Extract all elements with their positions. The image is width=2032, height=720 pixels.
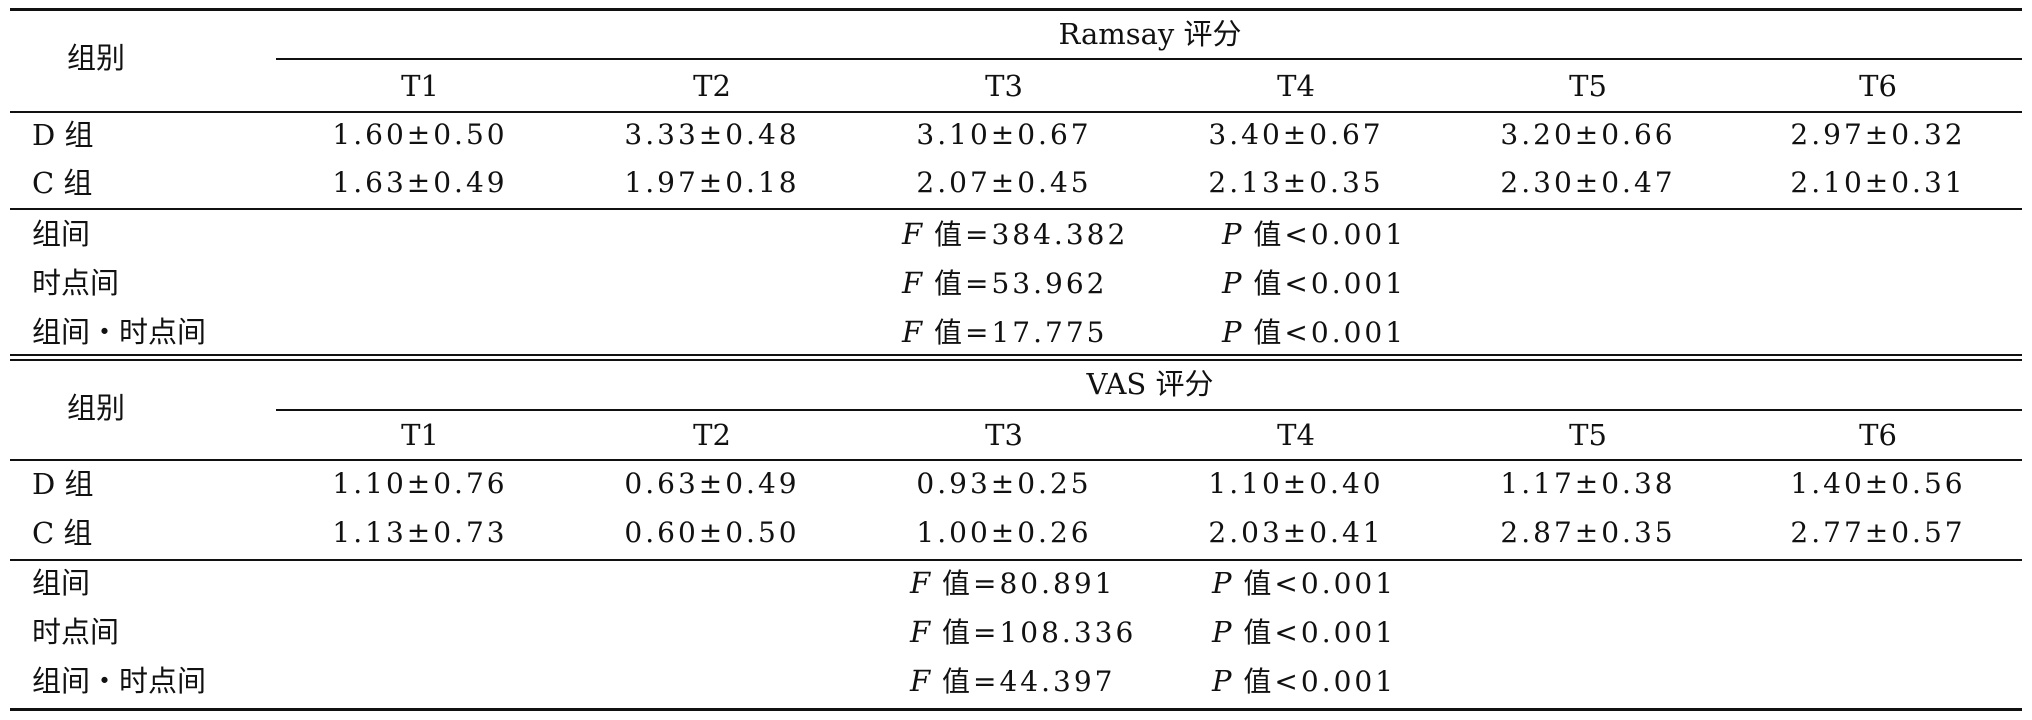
- value-cell: 1.63±0.49: [332, 166, 508, 199]
- time-point-header: T5: [1569, 418, 1607, 452]
- value-cell: 3.33±0.48: [624, 118, 800, 151]
- time-point-header: T3: [985, 69, 1023, 103]
- time-point-header: T4: [1277, 418, 1315, 452]
- header-bottom-rule: [10, 459, 2022, 461]
- value-cell: 3.10±0.67: [916, 118, 1092, 151]
- value-cell: 2.77±0.57: [1790, 516, 1966, 549]
- f-symbol: F: [910, 566, 931, 600]
- p-statistic: P 值<0.001: [1222, 263, 1406, 303]
- section-title: Ramsay 评分: [1058, 17, 1242, 51]
- time-point-header: T3: [985, 418, 1023, 452]
- stat-label: 时点间: [32, 266, 120, 300]
- time-point-header: T6: [1859, 418, 1897, 452]
- value-cell: 3.20±0.66: [1500, 118, 1676, 151]
- value-cell: 3.40±0.67: [1208, 118, 1384, 151]
- value-cell: 1.13±0.73: [332, 516, 508, 549]
- value-cell: 2.30±0.47: [1500, 166, 1676, 199]
- section-divider-bottom: [10, 359, 2022, 361]
- value-cell: 0.93±0.25: [916, 467, 1092, 500]
- value-cell: 2.03±0.41: [1208, 516, 1384, 549]
- p-statistic: P 值<0.001: [1212, 563, 1396, 603]
- f-symbol: F: [910, 615, 931, 649]
- value-cell: 1.00±0.26: [916, 516, 1092, 549]
- group-column-header: 组别: [66, 391, 126, 425]
- time-point-header: T2: [693, 69, 731, 103]
- stat-label: 组间: [32, 566, 91, 600]
- p-symbol: P: [1212, 664, 1232, 698]
- value-cell: 2.07±0.45: [916, 166, 1092, 199]
- f-symbol: F: [910, 664, 931, 698]
- p-statistic: P 值<0.001: [1222, 312, 1406, 352]
- section-divider-top: [10, 354, 2022, 356]
- f-statistic: F 值=108.336: [910, 612, 1136, 652]
- row-label: C 组: [32, 516, 93, 550]
- value-cell: 1.60±0.50: [332, 118, 508, 151]
- p-symbol: P: [1222, 217, 1242, 251]
- value-cell: 1.10±0.76: [332, 467, 508, 500]
- p-statistic: P 值<0.001: [1212, 661, 1396, 701]
- p-statistic: P 值<0.001: [1222, 214, 1406, 254]
- f-value: 值=17.775: [922, 316, 1108, 349]
- row-label: C 组: [32, 166, 93, 200]
- f-value: 值=53.962: [922, 267, 1108, 300]
- f-statistic: F 值=80.891: [910, 563, 1115, 603]
- bottom-rule: [10, 708, 2022, 711]
- header-subrule: [276, 409, 2022, 411]
- value-cell: 2.13±0.35: [1208, 166, 1384, 199]
- f-value: 值=80.891: [930, 567, 1116, 600]
- p-statistic: P 值<0.001: [1212, 612, 1396, 652]
- p-value: 值<0.001: [1231, 567, 1397, 600]
- value-cell: 0.60±0.50: [624, 516, 800, 549]
- f-statistic: F 值=384.382: [902, 214, 1128, 254]
- section-title: VAS 评分: [1086, 367, 1214, 401]
- f-symbol: F: [902, 266, 923, 300]
- f-symbol: F: [902, 217, 923, 251]
- value-cell: 2.97±0.32: [1790, 118, 1966, 151]
- value-cell: 2.87±0.35: [1500, 516, 1676, 549]
- time-point-header: T6: [1859, 69, 1897, 103]
- time-point-header: T5: [1569, 69, 1607, 103]
- f-statistic: F 值=44.397: [910, 661, 1115, 701]
- p-value: 值<0.001: [1231, 616, 1397, 649]
- time-point-header: T4: [1277, 69, 1315, 103]
- p-value: 值<0.001: [1241, 218, 1407, 251]
- p-symbol: P: [1212, 615, 1232, 649]
- f-value: 值=108.336: [930, 616, 1137, 649]
- stat-label: 组间: [32, 217, 91, 251]
- p-symbol: P: [1222, 315, 1242, 349]
- row-label: D 组: [32, 118, 94, 152]
- value-cell: 1.40±0.56: [1790, 467, 1966, 500]
- data-bottom-rule: [10, 208, 2022, 210]
- p-value: 值<0.001: [1241, 267, 1407, 300]
- p-symbol: P: [1222, 266, 1242, 300]
- header-bottom-rule: [10, 111, 2022, 113]
- time-point-header: T2: [693, 418, 731, 452]
- value-cell: 1.10±0.40: [1208, 467, 1384, 500]
- value-cell: 1.97±0.18: [624, 166, 800, 199]
- f-statistic: F 值=17.775: [902, 312, 1107, 352]
- value-cell: 0.63±0.49: [624, 467, 800, 500]
- p-value: 值<0.001: [1231, 665, 1397, 698]
- stat-label: 时点间: [32, 615, 120, 649]
- time-point-header: T1: [401, 418, 439, 452]
- data-bottom-rule: [10, 559, 2022, 561]
- p-value: 值<0.001: [1241, 316, 1407, 349]
- f-statistic: F 值=53.962: [902, 263, 1107, 303]
- f-symbol: F: [902, 315, 923, 349]
- f-value: 值=44.397: [930, 665, 1116, 698]
- f-value: 值=384.382: [922, 218, 1129, 251]
- p-symbol: P: [1212, 566, 1232, 600]
- stat-label: 组间・时点间: [32, 664, 207, 698]
- header-subrule: [276, 58, 2022, 60]
- top-rule: [10, 8, 2022, 11]
- group-column-header: 组别: [66, 41, 126, 75]
- value-cell: 1.17±0.38: [1500, 467, 1676, 500]
- value-cell: 2.10±0.31: [1790, 166, 1966, 199]
- row-label: D 组: [32, 467, 94, 501]
- stat-label: 组间・时点间: [32, 315, 207, 349]
- time-point-header: T1: [401, 69, 439, 103]
